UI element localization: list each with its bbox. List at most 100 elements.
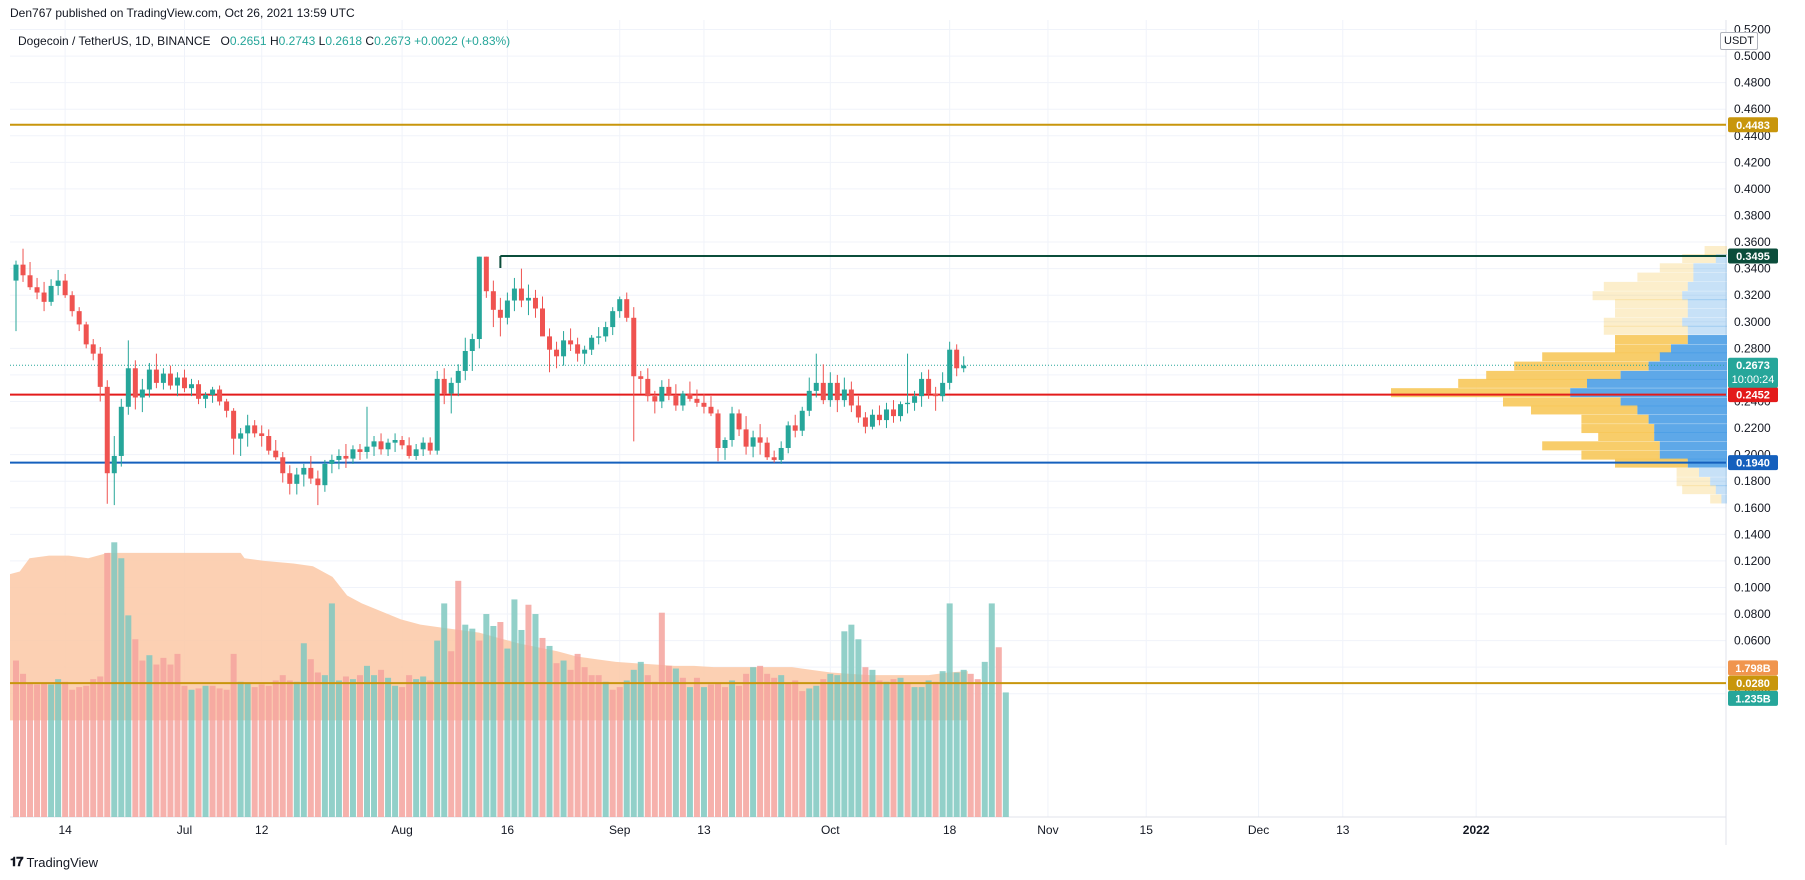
price-tick-label: 0.0800: [1734, 607, 1771, 621]
candle-body: [210, 389, 216, 395]
candle-body: [862, 417, 868, 427]
candle-body: [673, 394, 679, 406]
candle-body: [476, 256, 482, 340]
volume-bar: [988, 603, 995, 817]
volume-bar: [539, 637, 546, 817]
volume-bar: [90, 679, 97, 817]
candle-body: [532, 297, 538, 309]
candle-body: [785, 425, 791, 448]
candle-body: [631, 317, 637, 377]
candle-body: [448, 382, 454, 394]
volume-bar: [743, 673, 750, 817]
volume-bar: [953, 672, 960, 817]
volume-bar: [602, 681, 609, 817]
candle-body: [940, 382, 946, 397]
volume-bar: [483, 614, 490, 817]
candle-body: [841, 389, 847, 401]
candle-body: [308, 467, 314, 479]
volume-bar: [511, 599, 518, 817]
price-tick-label: 0.3400: [1734, 262, 1771, 276]
volume-bar: [553, 663, 560, 817]
volume-bar: [876, 680, 883, 817]
currency-unit-badge[interactable]: USDT: [1720, 32, 1758, 50]
candle-body: [231, 410, 237, 439]
candle-body: [406, 445, 412, 456]
volume-profile-down: [1603, 325, 1688, 335]
candle-body: [891, 409, 896, 417]
volume-bar: [981, 661, 988, 817]
time-tick-label: 13: [697, 823, 711, 837]
candle-body: [160, 373, 166, 383]
candle-body: [743, 429, 749, 447]
candle-body: [554, 349, 560, 357]
volume-bar: [427, 680, 434, 817]
candle-body: [792, 425, 798, 431]
volume-bars: [13, 542, 1009, 817]
volume-profile-up: [1687, 308, 1727, 318]
candle-body: [69, 295, 75, 312]
volume-profile-down: [1603, 281, 1688, 291]
volume-bar: [918, 687, 925, 817]
volume-profile-down: [1682, 485, 1716, 495]
volume-bar: [272, 680, 279, 817]
volume-profile-up: [1587, 378, 1727, 388]
candle-body: [961, 365, 967, 369]
volume-bar: [48, 684, 55, 817]
volume-bar: [960, 669, 967, 817]
volume-bar: [932, 681, 939, 817]
volume-profile-down: [1542, 441, 1660, 451]
volume-bar: [778, 675, 785, 817]
candle-body: [820, 382, 826, 401]
candlesticks: [13, 248, 967, 506]
volume-bar: [497, 622, 504, 817]
volume-profile-down: [1581, 450, 1660, 460]
volume-profile-down: [1514, 361, 1649, 371]
time-tick-label: Dec: [1248, 823, 1269, 837]
volume-bar: [476, 640, 483, 817]
high-label: H: [269, 34, 279, 48]
candle-body: [217, 389, 223, 402]
candle-body: [624, 299, 630, 318]
horizontal-levels: [10, 123, 1726, 685]
candle-body: [898, 404, 904, 417]
volume-profile-down: [1531, 405, 1638, 415]
volume-bar: [897, 677, 904, 817]
candle-body: [104, 386, 110, 474]
candle-body: [715, 413, 721, 448]
level-price-label: 0.2452: [1736, 390, 1770, 402]
volume-bar: [567, 669, 574, 817]
volume-bar: [574, 653, 581, 817]
volume-bar: [995, 647, 1002, 817]
volume-profile-down: [1503, 397, 1621, 407]
volume-profile: [1391, 246, 1727, 504]
candle-body: [329, 459, 335, 464]
candle-body: [55, 280, 61, 286]
symbol-legend: Dogecoin / TetherUS, 1D, BINANCE O0.2651…: [18, 34, 510, 48]
candle-body: [294, 474, 300, 484]
symbol-title[interactable]: Dogecoin / TetherUS, 1D, BINANCE: [18, 34, 211, 48]
candle-body: [645, 378, 651, 397]
candle-body: [933, 393, 939, 397]
volume-profile-up: [1659, 352, 1727, 362]
candle-body: [167, 373, 173, 386]
volume-bar: [504, 648, 511, 817]
candle-body: [518, 288, 524, 301]
level-price-label-bg: [1728, 387, 1778, 403]
volume-bar: [904, 683, 911, 817]
volume-bar: [27, 683, 34, 817]
candle-body: [13, 264, 19, 281]
volume-profile-up: [1715, 254, 1727, 264]
tradingview-footer[interactable]: 𝟏𝟕 TradingView: [10, 854, 98, 870]
level-price-label-bg: [1728, 675, 1778, 691]
volume-profile-up: [1687, 299, 1727, 309]
price-tick-label: 0.2200: [1734, 421, 1771, 435]
volume-bar: [939, 671, 946, 817]
volume-bar: [83, 685, 90, 817]
volume-bar: [146, 655, 153, 817]
price-tick-label: 0.3000: [1734, 315, 1771, 329]
volume-bar: [820, 679, 827, 817]
candle-body: [666, 386, 672, 395]
volume-bar: [328, 603, 335, 817]
price-tick-label: 0.3600: [1734, 235, 1771, 249]
